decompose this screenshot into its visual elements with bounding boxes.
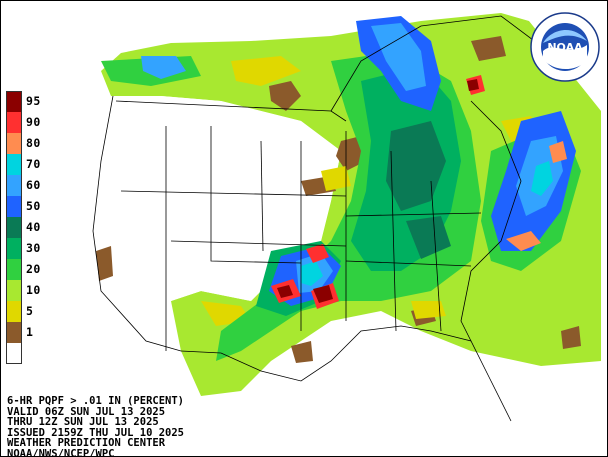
caption-thru: THRU 12Z SUN JUL 13 2025 (7, 416, 159, 429)
zone-blue-50 (269, 16, 576, 306)
caption-agency: NOAA/NWS/NCEP/WPC (7, 447, 115, 457)
legend-label: 60 (26, 178, 41, 192)
legend-swatch (6, 133, 22, 154)
zone-green-20 (101, 51, 581, 361)
zone-dark-green-40 (386, 121, 451, 259)
caption-valid: VALID 06Z SUN JUL 13 2025 (7, 405, 166, 418)
legend-swatch (6, 280, 22, 301)
legend-label: 5 (26, 304, 34, 318)
legend-swatch (6, 91, 22, 112)
legend-swatch (6, 217, 22, 238)
legend-label: 20 (26, 262, 41, 276)
legend-swatch (6, 196, 22, 217)
legend-label: 10 (26, 283, 41, 297)
legend: 95 90 80 70 60 50 40 30 20 10 5 1 (6, 91, 40, 364)
caption-center: WEATHER PREDICTION CENTER (7, 437, 166, 450)
legend-swatch (6, 343, 22, 364)
legend-swatch (6, 322, 22, 343)
zone-red-90 (271, 75, 485, 309)
legend-label: 30 (26, 241, 41, 255)
legend-label: 70 (26, 157, 41, 171)
logo-text: NOAA (547, 41, 583, 54)
zone-dry-west (91, 96, 341, 341)
legend-label: 50 (26, 199, 41, 213)
legend-label: 80 (26, 136, 41, 150)
legend-swatch (6, 175, 22, 196)
legend-label: 95 (26, 94, 41, 108)
legend-swatch (6, 259, 22, 280)
legend-label: 1 (26, 325, 34, 339)
boundary-lines (92, 15, 562, 422)
legend-swatch (6, 112, 22, 133)
map-caption: 6-HR PQPF > .01 IN (PERCENT) VALID 06Z SU… (7, 395, 185, 457)
legend-label: 90 (26, 115, 41, 129)
caption-issued: ISSUED 2159Z THU JUL 10 2025 (7, 426, 185, 439)
legend-swatch (6, 154, 22, 175)
noaa-logo: NOAA (529, 11, 601, 83)
legend-swatch (6, 301, 22, 322)
zone-orange-80 (506, 141, 567, 251)
caption-product: 6-HR PQPF > .01 IN (PERCENT) (7, 395, 185, 407)
legend-label: 40 (26, 220, 41, 234)
legend-swatch (6, 238, 22, 259)
